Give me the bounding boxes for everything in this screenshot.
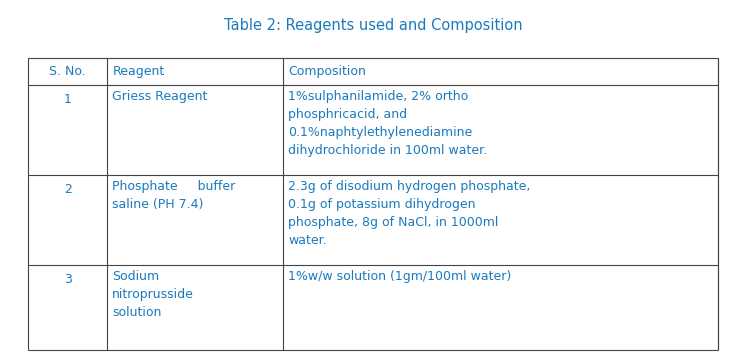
Text: 1%sulphanilamide, 2% ortho
phosphricacid, and
0.1%naphtylethylenediamine
dihydro: 1%sulphanilamide, 2% ortho phosphricacid… bbox=[288, 90, 487, 157]
Text: Phosphate     buffer
saline (PH 7.4): Phosphate buffer saline (PH 7.4) bbox=[113, 180, 236, 211]
Text: 2.3g of disodium hydrogen phosphate,
0.1g of potassium dihydrogen
phosphate, 8g : 2.3g of disodium hydrogen phosphate, 0.1… bbox=[288, 180, 530, 247]
Text: Composition: Composition bbox=[288, 65, 366, 78]
Text: S. No.: S. No. bbox=[49, 65, 86, 78]
Text: Sodium
nitroprusside
solution: Sodium nitroprusside solution bbox=[113, 270, 194, 319]
Text: 2: 2 bbox=[63, 183, 72, 196]
Text: Table 2: Reagents used and Composition: Table 2: Reagents used and Composition bbox=[224, 18, 522, 33]
Text: 3: 3 bbox=[63, 273, 72, 286]
Text: 1: 1 bbox=[63, 93, 72, 106]
Text: Griess Reagent: Griess Reagent bbox=[113, 90, 207, 103]
Text: Reagent: Reagent bbox=[113, 65, 165, 78]
Text: 1%w/w solution (1gm/100ml water): 1%w/w solution (1gm/100ml water) bbox=[288, 270, 512, 283]
